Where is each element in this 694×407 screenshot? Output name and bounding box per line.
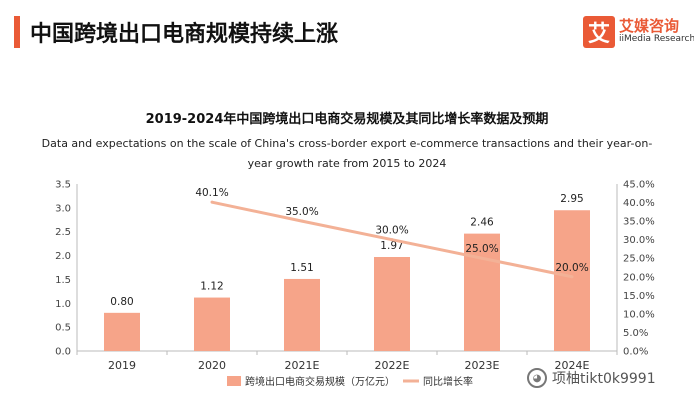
bar-value-label: 1.12 bbox=[200, 281, 223, 293]
y-right-tick-label: 0.0% bbox=[623, 347, 648, 358]
y-left-tick-label: 1.5 bbox=[55, 275, 71, 286]
line-point bbox=[210, 200, 214, 204]
bar-value-label: 1.97 bbox=[380, 240, 403, 252]
line-value-label: 30.0% bbox=[375, 225, 408, 237]
y-left-tick-label: 3.0 bbox=[55, 203, 71, 214]
chart-title: 2019-2024年中国跨境出口电商交易规模及其同比增长率数据及预期 bbox=[145, 112, 549, 127]
line-value-label: 25.0% bbox=[465, 243, 498, 255]
bar-value-label: 1.51 bbox=[290, 262, 313, 274]
y-right-tick-label: 40.0% bbox=[623, 198, 655, 209]
logo-en: iiMedia Research bbox=[619, 34, 694, 45]
line-value-label: 20.0% bbox=[555, 262, 588, 274]
bar bbox=[464, 233, 500, 351]
y-left-tick-label: 1.0 bbox=[55, 299, 71, 310]
y-left-tick-label: 3.5 bbox=[55, 180, 71, 191]
x-tick-label: 2022E bbox=[375, 359, 410, 372]
logo-cn: 艾媒咨询 bbox=[619, 17, 680, 36]
legend-bar-label: 跨境出口电商交易规模（万亿元） bbox=[245, 375, 395, 388]
y-right-tick-label: 20.0% bbox=[623, 272, 655, 283]
y-left-tick-label: 0.5 bbox=[55, 323, 71, 334]
y-right-tick-label: 45.0% bbox=[623, 180, 655, 191]
logo-text: 艾媒咨询 iiMedia Research bbox=[619, 19, 694, 44]
line-point bbox=[480, 256, 484, 260]
x-tick-label: 2020 bbox=[198, 359, 226, 372]
y-right-tick-label: 30.0% bbox=[623, 235, 655, 246]
y-right-tick-label: 5.0% bbox=[623, 328, 648, 339]
legend-bar-swatch bbox=[227, 376, 241, 386]
x-tick-label: 2024E bbox=[555, 359, 590, 372]
line-value-label: 40.1% bbox=[195, 187, 228, 199]
title-accent-bar bbox=[14, 16, 20, 48]
bar-value-label: 0.80 bbox=[110, 296, 133, 308]
bar bbox=[554, 210, 590, 351]
bar-value-label: 2.95 bbox=[560, 193, 583, 205]
y-right-tick-label: 35.0% bbox=[623, 217, 655, 228]
bar-value-label: 2.46 bbox=[470, 217, 494, 229]
bar bbox=[104, 312, 140, 351]
y-left-tick-label: 2.5 bbox=[55, 227, 71, 238]
line-point bbox=[300, 219, 304, 223]
brand-logo: 艾 艾媒咨询 iiMedia Research bbox=[583, 16, 694, 48]
x-tick-label: 2021E bbox=[285, 359, 320, 372]
logo-mark: 艾 bbox=[583, 16, 615, 48]
line-value-label: 35.0% bbox=[285, 206, 318, 218]
bar bbox=[194, 297, 230, 351]
page-title: 中国跨境出口电商规模持续上涨 bbox=[30, 22, 339, 47]
wechat-icon: ◕ bbox=[527, 368, 547, 388]
legend-line-label: 同比增长率 bbox=[423, 375, 473, 388]
x-tick-label: 2019 bbox=[108, 359, 136, 372]
bar bbox=[284, 278, 320, 351]
y-right-tick-label: 25.0% bbox=[623, 254, 655, 265]
x-tick-label: 2023E bbox=[465, 359, 500, 372]
bar bbox=[374, 257, 410, 351]
y-left-tick-label: 2.0 bbox=[55, 251, 71, 262]
watermark: ◕ 项柚tikt0k9991 bbox=[527, 368, 656, 388]
y-left-tick-label: 0.0 bbox=[55, 347, 71, 358]
y-right-tick-label: 15.0% bbox=[623, 291, 655, 302]
watermark-text: 项柚tikt0k9991 bbox=[552, 371, 656, 387]
chart-subtitle: Data and expectations on the scale of Ch… bbox=[41, 137, 653, 170]
line-point bbox=[390, 238, 394, 242]
line-point bbox=[570, 275, 574, 279]
y-right-tick-label: 10.0% bbox=[623, 309, 655, 320]
